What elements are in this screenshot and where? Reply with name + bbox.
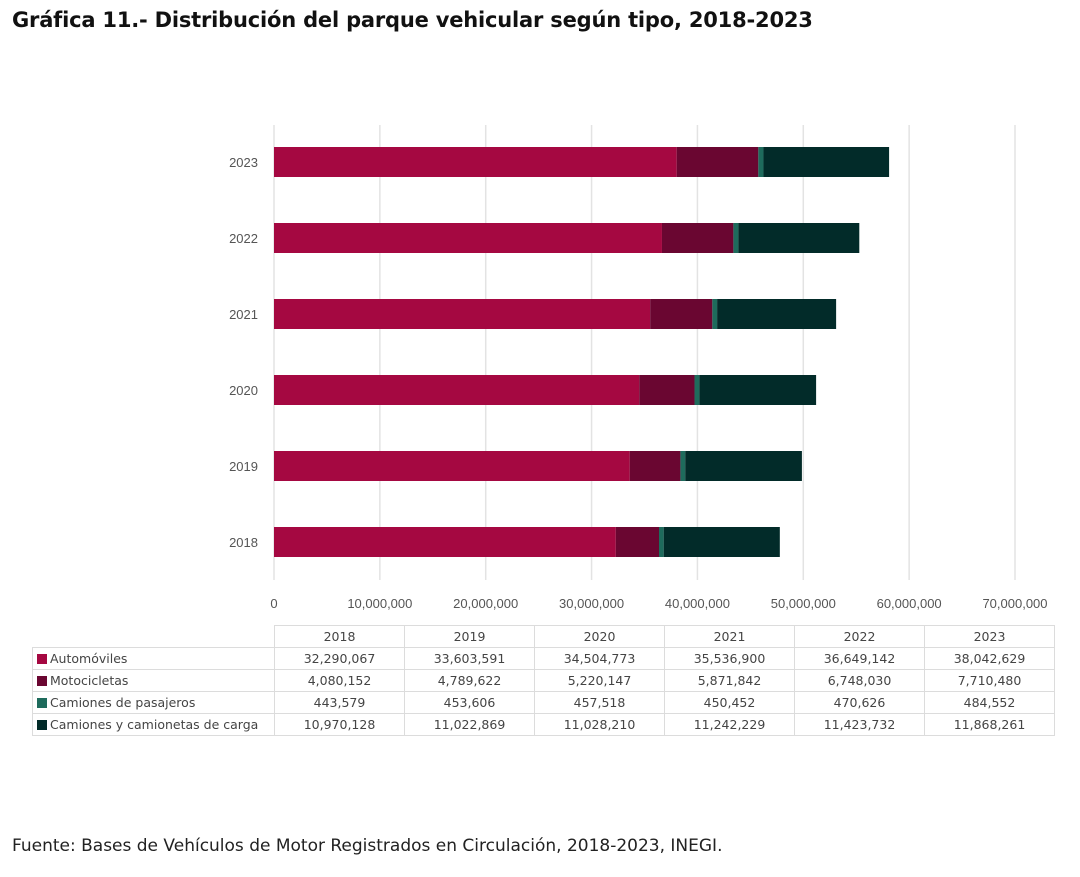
legend-entry: Camiones y camionetas de carga: [32, 713, 275, 736]
table-cell: 443,579: [274, 691, 405, 714]
table-cell: 32,290,067: [274, 647, 405, 670]
bar-segment: [738, 223, 860, 253]
source-note: Fuente: Bases de Vehículos de Motor Regi…: [12, 836, 723, 856]
bar-segment: [676, 147, 759, 177]
bar-segment: [274, 527, 616, 557]
legend-swatch-icon: [37, 676, 47, 686]
y-tick-label: 2019: [229, 459, 258, 474]
table-header-year: 2020: [534, 625, 665, 648]
table-cell: 38,042,629: [924, 647, 1055, 670]
table-header-year: 2021: [664, 625, 795, 648]
bar-segment: [758, 147, 764, 177]
bar-segment: [685, 451, 802, 481]
table-corner: [32, 625, 275, 648]
bar-segment: [663, 527, 780, 557]
chart-title: Gráfica 11.- Distribución del parque veh…: [12, 8, 813, 32]
y-tick-label: 2018: [229, 535, 258, 550]
table-cell: 4,789,622: [404, 669, 535, 692]
legend-entry: Motocicletas: [32, 669, 275, 692]
x-tick-label: 70,000,000: [982, 596, 1047, 611]
x-tick-label: 30,000,000: [559, 596, 624, 611]
table-cell: 34,504,773: [534, 647, 665, 670]
table-cell: 11,028,210: [534, 713, 665, 736]
table-cell: 484,552: [924, 691, 1055, 714]
x-tick-label: 40,000,000: [665, 596, 730, 611]
legend-label: Camiones y camionetas de carga: [50, 717, 259, 732]
legend-entry: Automóviles: [32, 647, 275, 670]
legend-swatch-icon: [37, 654, 47, 664]
y-tick-label: 2022: [229, 231, 258, 246]
x-tick-label: 60,000,000: [877, 596, 942, 611]
legend-swatch-icon: [37, 720, 47, 730]
bar-segment: [680, 451, 686, 481]
table-cell: 5,220,147: [534, 669, 665, 692]
table-cell: 4,080,152: [274, 669, 405, 692]
table-cell: 10,970,128: [274, 713, 405, 736]
bar-segment: [694, 375, 700, 405]
bar-segment: [629, 451, 681, 481]
data-table: 2018 2019 2020 2021 2022 2023 Automóvile…: [32, 625, 1055, 736]
table-cell: 36,649,142: [794, 647, 925, 670]
y-tick-label: 2023: [229, 155, 258, 170]
bar-segment: [274, 451, 630, 481]
bar-segment: [659, 527, 664, 557]
table-row-automoviles: Automóviles 32,290,067 33,603,591 34,504…: [32, 647, 1055, 670]
bar-segment: [650, 299, 713, 329]
x-axis-ticks: 0 10,000,000 20,000,000 30,000,000 40,000,00…: [270, 596, 1047, 611]
bar-segment: [615, 527, 660, 557]
bars: [274, 147, 890, 557]
table-header-year: 2018: [274, 625, 405, 648]
table-header-year: 2019: [404, 625, 535, 648]
bar-segment: [717, 299, 837, 329]
bar-segment: [639, 375, 695, 405]
bar-segment: [733, 223, 739, 253]
table-header-year: 2022: [794, 625, 925, 648]
legend-label: Automóviles: [50, 651, 128, 666]
bar-segment: [274, 299, 651, 329]
table-header-row: 2018 2019 2020 2021 2022 2023: [32, 625, 1055, 648]
bar-segment: [763, 147, 890, 177]
table-cell: 35,536,900: [664, 647, 795, 670]
legend-swatch-icon: [37, 698, 47, 708]
gridlines: [273, 125, 1016, 580]
y-tick-label: 2021: [229, 307, 258, 322]
x-tick-label: 20,000,000: [453, 596, 518, 611]
bar-segment: [274, 223, 662, 253]
table-cell: 11,423,732: [794, 713, 925, 736]
stacked-bar-chart: 2018 2019 2020 2021 2022 2023 0 10,000,000 20,0…: [229, 125, 1048, 611]
table-cell: 457,518: [534, 691, 665, 714]
table-cell: 453,606: [404, 691, 535, 714]
y-tick-label: 2020: [229, 383, 258, 398]
table-cell: 11,022,869: [404, 713, 535, 736]
x-tick-label: 50,000,000: [771, 596, 836, 611]
table-cell: 7,710,480: [924, 669, 1055, 692]
table-row-camiones-carga: Camiones y camionetas de carga 10,970,12…: [32, 713, 1055, 736]
table-cell: 6,748,030: [794, 669, 925, 692]
legend-label: Camiones de pasajeros: [50, 695, 196, 710]
table-cell: 470,626: [794, 691, 925, 714]
table-cell: 450,452: [664, 691, 795, 714]
bar-segment: [712, 299, 718, 329]
table-cell: 11,868,261: [924, 713, 1055, 736]
y-axis-ticks: 2018 2019 2020 2021 2022 2023: [229, 155, 258, 550]
bar-segment: [274, 375, 640, 405]
x-tick-label: 10,000,000: [347, 596, 412, 611]
table-row-camiones-pasajeros: Camiones de pasajeros 443,579 453,606 45…: [32, 691, 1055, 714]
x-tick-label: 0: [270, 596, 277, 611]
table-cell: 11,242,229: [664, 713, 795, 736]
table-cell: 33,603,591: [404, 647, 535, 670]
table-row-motocicletas: Motocicletas 4,080,152 4,789,622 5,220,1…: [32, 669, 1055, 692]
bar-segment: [699, 375, 817, 405]
bar-segment: [661, 223, 734, 253]
table-cell: 5,871,842: [664, 669, 795, 692]
legend-entry: Camiones de pasajeros: [32, 691, 275, 714]
legend-label: Motocicletas: [50, 673, 129, 688]
bar-segment: [274, 147, 677, 177]
table-header-year: 2023: [924, 625, 1055, 648]
